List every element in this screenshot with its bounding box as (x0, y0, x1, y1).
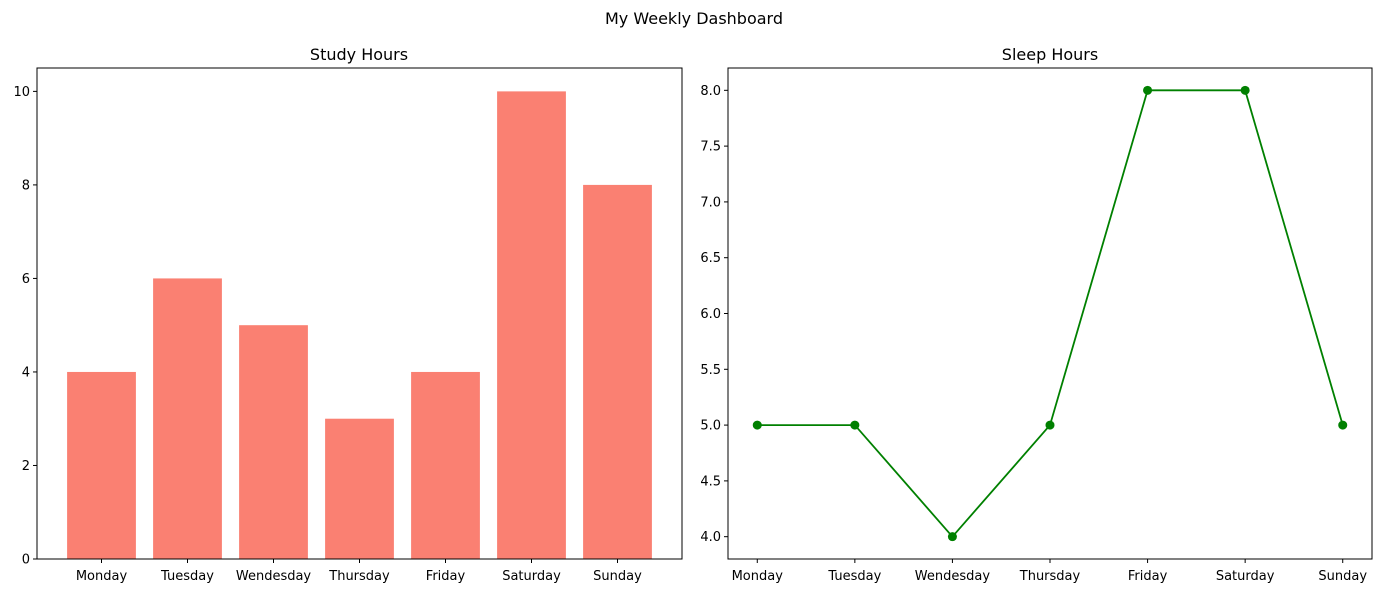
sleep-xtick-label: Tuesday (827, 569, 881, 584)
study-ytick-label: 8 (22, 178, 30, 193)
bar-thursday (325, 418, 394, 559)
study-axes-frame (36, 67, 683, 560)
sleep-ytick-label: 7.0 (700, 195, 721, 210)
sleep-ytick-label: 4.5 (700, 474, 721, 489)
study-ytick-label: 10 (13, 85, 30, 100)
sleep-ytick-label: 6.0 (700, 307, 721, 322)
point-tuesday (850, 420, 860, 430)
sleep-xtick-label: Thursday (1019, 569, 1081, 584)
sleep-ytick-label: 6.5 (700, 251, 721, 266)
bar-wendesday (239, 325, 308, 559)
sleep-ytick-label: 5.5 (700, 363, 721, 378)
study-xtick-label: Monday (76, 569, 128, 584)
bar-saturday (497, 91, 566, 559)
study-hours-title: Study Hours (310, 45, 408, 64)
sleep-ytick-label: 5.0 (700, 419, 721, 434)
point-saturday (1240, 85, 1250, 95)
sleep-hours-chart: Sleep Hours 4.0 4.5 5.0 5.5 6.0 6.5 7.0 7.5 8.0 M… (700, 45, 1373, 584)
point-monday (752, 420, 762, 430)
study-xtick-label: Saturday (502, 569, 561, 584)
study-hours-chart: Study Hours 0 2 4 6 8 10 Monday Tuesday Wendesda… (13, 45, 683, 584)
sleep-xtick-label: Sunday (1318, 569, 1367, 584)
sleep-hours-title: Sleep Hours (1002, 45, 1098, 64)
point-friday (1143, 85, 1153, 95)
study-ytick-label: 2 (22, 459, 30, 474)
point-wendesday (947, 532, 957, 542)
study-xtick-label: Friday (426, 569, 466, 584)
figure-title: My Weekly Dashboard (605, 9, 783, 28)
study-ytick-label: 0 (22, 553, 30, 568)
study-ytick-label: 4 (22, 365, 30, 380)
sleep-xtick-label: Saturday (1216, 569, 1275, 584)
bar-monday (67, 371, 136, 559)
study-xtick-label: Tuesday (160, 569, 214, 584)
bar-tuesday (153, 278, 222, 559)
study-xtick-label: Thursday (328, 569, 390, 584)
bar-sunday (583, 184, 652, 559)
bar-friday (411, 371, 480, 559)
study-xtick-label: Wendesday (236, 569, 312, 584)
sleep-ytick-label: 8.0 (700, 84, 721, 99)
sleep-line (757, 89, 1344, 539)
sleep-xtick-label: Friday (1128, 569, 1168, 584)
study-xtick-label: Sunday (593, 569, 642, 584)
sleep-ytick-label: 4.0 (700, 530, 721, 545)
sleep-xtick-label: Monday (732, 569, 784, 584)
sleep-xtick-label: Wendesday (915, 569, 991, 584)
point-thursday (1045, 420, 1055, 430)
sleep-axes-frame (727, 67, 1373, 560)
sleep-ytick-label: 7.5 (700, 140, 721, 155)
study-ytick-label: 6 (22, 272, 30, 287)
point-sunday (1338, 420, 1348, 430)
